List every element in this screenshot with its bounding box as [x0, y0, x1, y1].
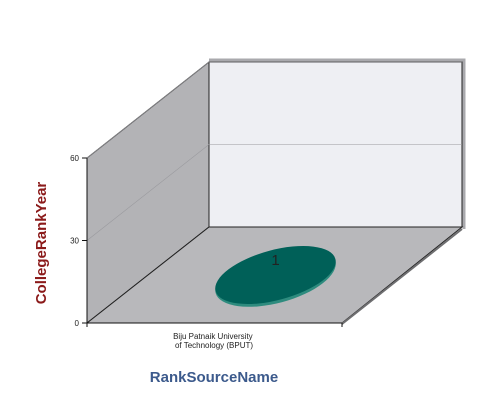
y-tick-label: 0: [75, 319, 80, 328]
y-axis-title: CollegeRankYear: [33, 182, 50, 305]
grid-lines: [86, 61, 462, 241]
gridline: [86, 61, 462, 159]
y-ticks: 0 30 60: [70, 154, 87, 328]
gridline: [86, 144, 462, 241]
floor-front-edge: [341, 228, 463, 325]
y-tick-label: 60: [70, 154, 79, 163]
data-point: [215, 246, 336, 304]
x-tick-label-line1: Biju Patnaik University: [173, 332, 253, 341]
x-tick-label: Biju Patnaik University of Technology (B…: [173, 332, 255, 350]
data-label: 1: [271, 252, 279, 269]
data-points: 1: [215, 246, 336, 307]
y-tick-label: 30: [70, 237, 79, 246]
back-wall-frame: [209, 58, 466, 229]
x-tick-label-line2: of Technology (BPUT): [175, 341, 253, 350]
x-axis-title: RankSourceName: [150, 369, 278, 386]
